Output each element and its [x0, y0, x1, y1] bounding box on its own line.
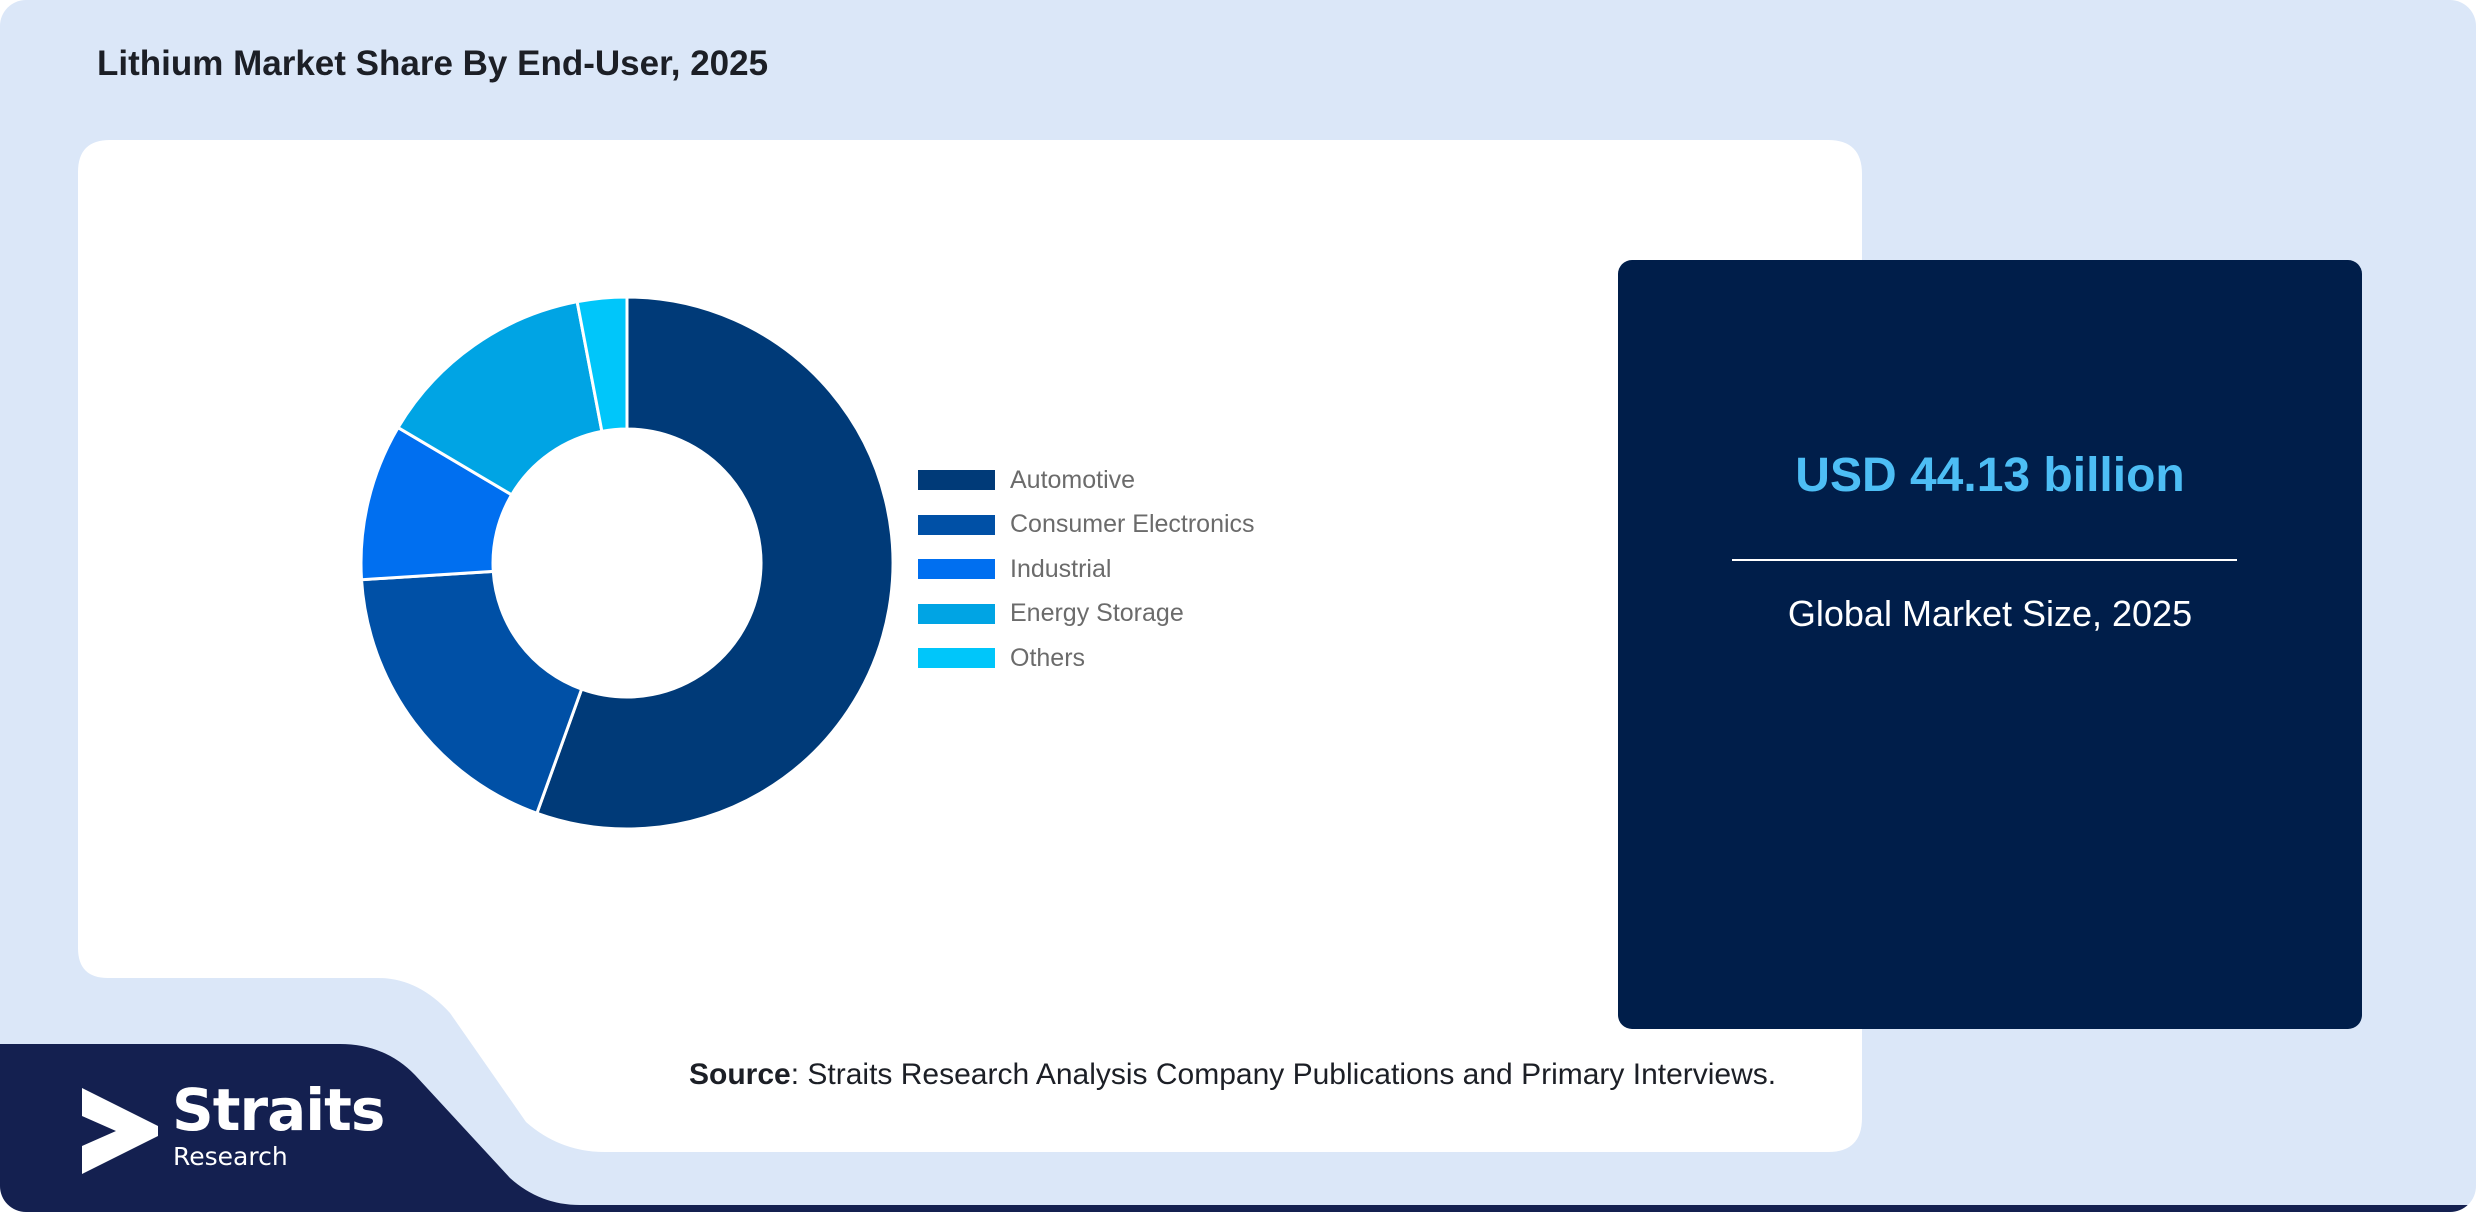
- legend-swatch-consumer-electronics: [918, 514, 995, 535]
- legend-swatch-energy-storage: [918, 603, 995, 624]
- donut-slice-others: [575, 295, 629, 434]
- straits-logo: Straits Research: [80, 1076, 400, 1177]
- legend-label-industrial: Industrial: [1010, 554, 1112, 583]
- legend-label-others: Others: [1010, 643, 1086, 672]
- footer-band: [0, 1044, 2476, 1212]
- legend-item-energy-storage: Energy Storage: [918, 592, 1255, 637]
- card-divider: [1732, 559, 2237, 561]
- donut-chart: [359, 295, 895, 831]
- legend-item-industrial: Industrial: [918, 547, 1255, 592]
- market-size-card: USD 44.13 billion Global Market Size, 20…: [1618, 260, 2362, 1029]
- donut-slice-automotive: [534, 295, 895, 831]
- logo-subtitle: Research: [173, 1142, 288, 1171]
- page-title: Lithium Market Share By End-User, 2025: [97, 44, 769, 83]
- chart-legend: Automotive Consumer Electronics Industrial…: [918, 458, 1255, 681]
- donut-slice-energy-storage: [395, 299, 604, 497]
- source-note: Source: Straits Research Analysis Compan…: [689, 1058, 1776, 1092]
- donut-slice-consumer-electronics: [359, 569, 584, 816]
- source-text: : Straits Research Analysis Company Publ…: [790, 1058, 1777, 1091]
- legend-label-consumer-electronics: Consumer Electronics: [1010, 510, 1255, 539]
- legend-swatch-automotive: [918, 470, 995, 491]
- legend-swatch-industrial: [918, 559, 995, 580]
- legend-item-consumer-electronics: Consumer Electronics: [918, 503, 1255, 548]
- legend-swatch-others: [918, 648, 995, 669]
- market-size-value: USD 44.13 billion: [1795, 449, 2185, 502]
- market-size-label: Global Market Size, 2025: [1787, 593, 2193, 634]
- logo-name: Straits: [172, 1076, 385, 1144]
- legend-item-others: Others: [918, 636, 1255, 681]
- legend-item-automotive: Automotive: [918, 458, 1255, 503]
- legend-label-energy-storage: Energy Storage: [1010, 599, 1184, 628]
- legend-label-automotive: Automotive: [1010, 465, 1136, 494]
- straits-arrow-logo-icon: [82, 1088, 158, 1174]
- source-prefix: Source: [689, 1058, 791, 1091]
